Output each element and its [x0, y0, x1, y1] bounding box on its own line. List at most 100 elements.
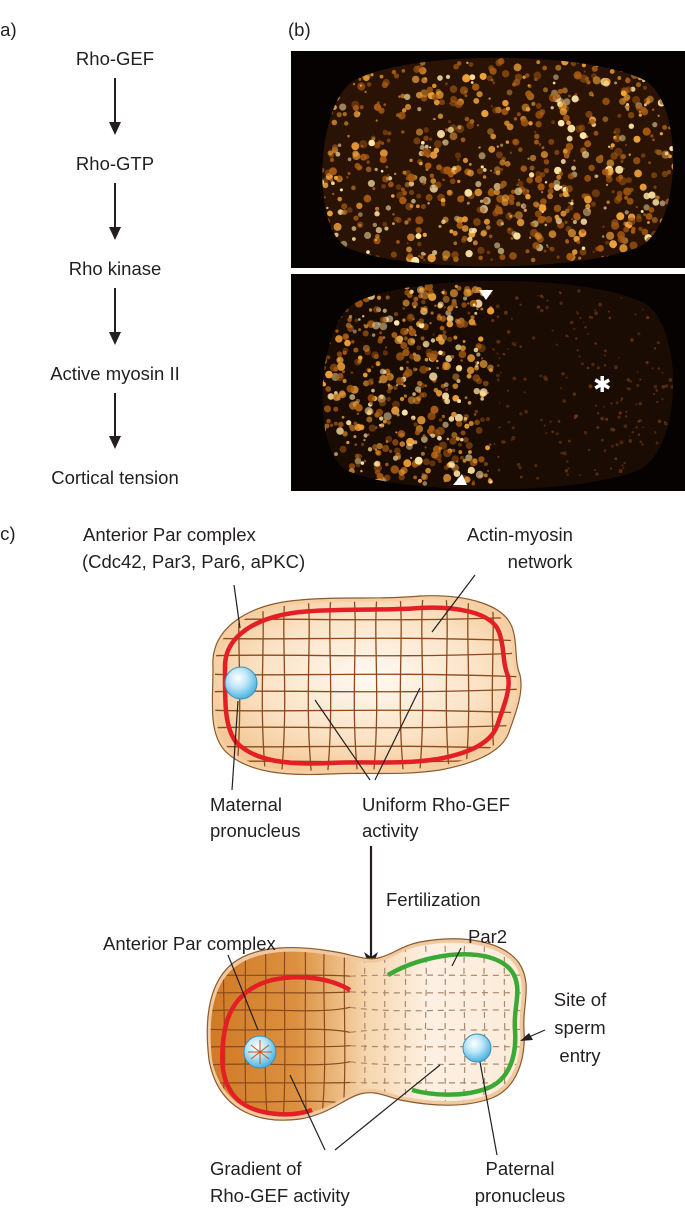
- speckle: [519, 345, 522, 348]
- speckle: [395, 377, 404, 386]
- speckle: [392, 222, 395, 225]
- speckle: [601, 255, 604, 259]
- speckle: [461, 302, 467, 308]
- speckle: [479, 388, 488, 397]
- grid-line: [304, 942, 308, 1117]
- speckle: [657, 367, 661, 370]
- speckle: [359, 104, 364, 110]
- speckle: [495, 151, 503, 159]
- speckle: [653, 71, 657, 75]
- speckle: [585, 110, 593, 118]
- speckle: [615, 443, 619, 447]
- speckle: [659, 77, 667, 85]
- speckle: [556, 255, 560, 259]
- speckle: [469, 74, 476, 81]
- speckle: [629, 241, 638, 250]
- speckle: [347, 317, 352, 323]
- speckle: [348, 468, 355, 475]
- speckle: [667, 323, 672, 328]
- speckle: [547, 188, 554, 195]
- speckle: [663, 306, 666, 309]
- speckle: [364, 90, 367, 94]
- speckle: [525, 90, 533, 98]
- speckle: [500, 222, 504, 226]
- speckle: [391, 69, 397, 75]
- speckle: [656, 400, 659, 404]
- speckle: [404, 220, 409, 225]
- speckle: [436, 315, 442, 321]
- speckle: [462, 157, 469, 163]
- speckle: [403, 384, 406, 388]
- step-rho-kinase: Rho kinase: [68, 258, 162, 279]
- speckle: [476, 352, 481, 357]
- speckle: [575, 59, 581, 64]
- speckle: [622, 255, 631, 264]
- speckle: [380, 169, 384, 173]
- speckle: [473, 218, 481, 226]
- speckle: [620, 238, 623, 242]
- speckle: [476, 361, 480, 365]
- speckle: [395, 217, 402, 224]
- speckle: [588, 384, 593, 389]
- speckle: [620, 153, 626, 160]
- speckle: [584, 195, 592, 204]
- speckle: [415, 226, 422, 234]
- speckle: [634, 313, 637, 316]
- speckle: [662, 89, 669, 95]
- speckle: [655, 68, 663, 75]
- speckle: [428, 425, 435, 432]
- speckle: [479, 207, 486, 213]
- speckle: [606, 231, 615, 240]
- speckle: [324, 71, 329, 76]
- speckle: [455, 420, 463, 427]
- speckle: [493, 443, 496, 446]
- speckle: [497, 247, 505, 255]
- speckle: [322, 365, 327, 370]
- speckle: [408, 328, 417, 336]
- speckle: [388, 449, 393, 453]
- speckle: [631, 226, 636, 232]
- speckle: [385, 165, 389, 169]
- speckle: [617, 113, 622, 118]
- speckle: [449, 229, 454, 234]
- speckle: [647, 66, 655, 74]
- speckle: [536, 60, 541, 65]
- speckle: [412, 352, 416, 356]
- speckle: [363, 291, 369, 297]
- speckle: [636, 383, 640, 388]
- speckle: [594, 342, 597, 345]
- speckle: [479, 199, 484, 203]
- grid-line: [214, 745, 518, 750]
- speckle: [362, 372, 368, 378]
- speckle: [332, 86, 336, 90]
- speckle: [328, 459, 335, 466]
- speckle: [535, 110, 544, 119]
- speckle: [363, 433, 368, 438]
- speckle: [411, 75, 420, 84]
- speckle: [572, 392, 577, 396]
- speckle: [366, 250, 370, 254]
- speckle: [511, 426, 515, 430]
- speckle: [421, 77, 428, 84]
- speckle: [528, 172, 535, 178]
- speckle: [544, 180, 548, 184]
- speckle: [623, 424, 628, 429]
- speckle: [384, 226, 389, 231]
- speckle: [352, 329, 357, 334]
- speckle: [571, 95, 579, 103]
- speckle: [334, 232, 339, 238]
- speckle: [432, 250, 438, 256]
- speckle: [420, 89, 429, 98]
- speckle: [433, 118, 436, 121]
- speckle: [448, 416, 455, 422]
- speckle: [353, 421, 358, 426]
- speckle: [406, 347, 409, 350]
- paternal-pronucleus: [462, 1033, 492, 1063]
- speckle: [322, 116, 325, 122]
- speckle: [419, 145, 425, 151]
- speckle: [468, 450, 472, 454]
- speckle: [475, 181, 482, 188]
- speckle: [374, 469, 381, 475]
- speckle: [512, 376, 517, 381]
- speckle: [628, 439, 633, 443]
